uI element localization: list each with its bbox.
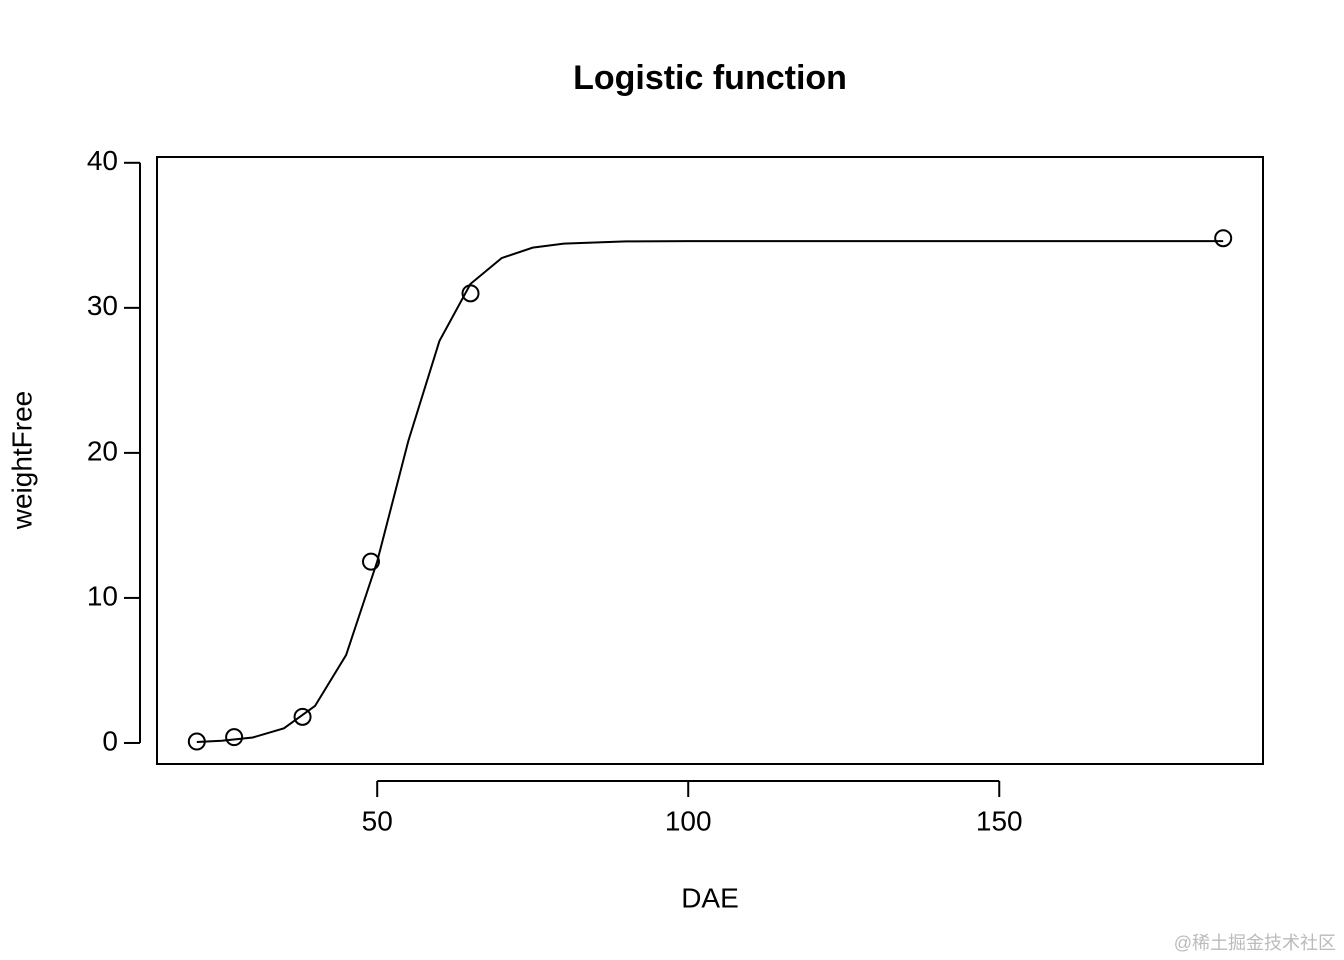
- data-point: [1214, 229, 1233, 248]
- x-axis-label: DAE: [681, 882, 739, 913]
- chart-title: Logistic function: [573, 59, 847, 97]
- y-axis-label: weightFree: [6, 391, 37, 531]
- watermark: @稀土掘金技术社区: [1174, 933, 1336, 953]
- data-point: [361, 552, 380, 571]
- y-tick-label: 20: [87, 435, 118, 466]
- x-tick-label: 100: [665, 805, 712, 836]
- data-point: [461, 284, 480, 303]
- fit-curve: [196, 240, 1224, 743]
- data-point: [225, 728, 244, 747]
- data-point: [187, 732, 206, 751]
- y-tick-label: 0: [102, 725, 118, 756]
- y-tick-label: 30: [87, 290, 118, 321]
- x-tick-label: 50: [362, 805, 393, 836]
- y-tick-label: 40: [87, 145, 118, 176]
- x-tick-label: 150: [976, 805, 1023, 836]
- data-point: [293, 707, 312, 726]
- plot-frame: [156, 156, 1264, 765]
- y-tick-label: 10: [87, 580, 118, 611]
